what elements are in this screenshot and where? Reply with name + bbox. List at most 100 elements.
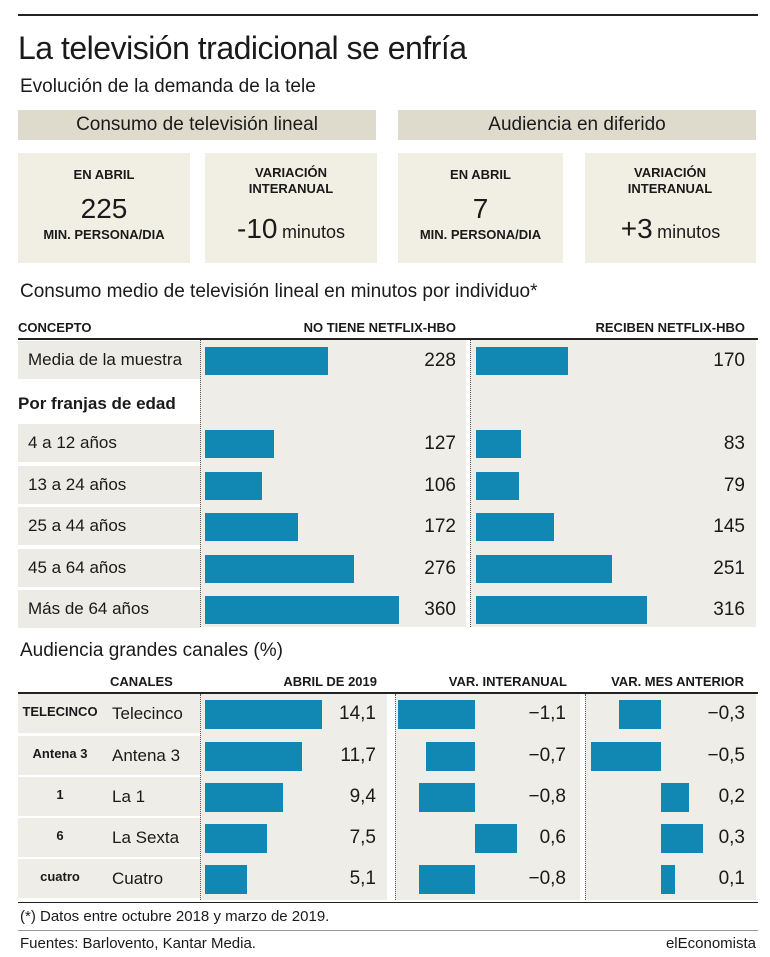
bar bbox=[205, 596, 399, 624]
bar bbox=[661, 865, 675, 894]
chart2-col-c: VAR. MES ANTERIOR bbox=[611, 674, 744, 689]
bar bbox=[205, 430, 274, 458]
data-label: −0,3 bbox=[707, 703, 745, 724]
card-value: +3 bbox=[620, 213, 653, 244]
bar bbox=[205, 700, 322, 729]
category-label: Media de la muestra bbox=[18, 341, 200, 379]
card-deferred-april: EN ABRIL 7 MIN. PERSONA/DIA bbox=[398, 153, 563, 263]
bar bbox=[205, 783, 283, 812]
data-label: 360 bbox=[424, 599, 456, 620]
data-label: −0,8 bbox=[528, 868, 566, 889]
card-unit: MIN. PERSONA/DIA bbox=[419, 227, 542, 242]
page-title: La televisión tradicional se enfría bbox=[18, 30, 467, 66]
data-label: 83 bbox=[723, 433, 745, 454]
card-linear-april: EN ABRIL 225 MIN. PERSONA/DIA bbox=[18, 153, 190, 263]
data-label: 11,7 bbox=[340, 745, 376, 766]
bar bbox=[476, 596, 647, 624]
data-label: 9,4 bbox=[349, 786, 376, 807]
data-label: 0,1 bbox=[718, 868, 745, 889]
bar bbox=[205, 472, 262, 500]
data-label: 106 bbox=[424, 475, 456, 496]
card-unit: MIN. PERSONA/DIA bbox=[43, 227, 165, 242]
card-label: VARIACIÓN INTERANUAL bbox=[627, 165, 713, 196]
chart1-col-b: RECIBEN NETFLIX-HBO bbox=[595, 320, 746, 335]
data-label: 5,1 bbox=[349, 868, 376, 889]
bar bbox=[476, 513, 554, 541]
channel-name: Cuatro bbox=[112, 869, 164, 888]
bar bbox=[476, 472, 519, 500]
chart2-col-channels: CANALES bbox=[110, 674, 173, 689]
chart2-header-rule bbox=[18, 692, 758, 694]
card-value: -10 bbox=[237, 213, 278, 244]
chart2-col-b: VAR. INTERANUAL bbox=[448, 674, 567, 689]
category-label: 45 a 64 años bbox=[18, 549, 200, 587]
chart1-title: Consumo medio de televisión lineal en mi… bbox=[20, 281, 538, 302]
footnote: (*) Datos entre octubre 2018 y marzo de … bbox=[20, 908, 330, 925]
data-label: 170 bbox=[713, 350, 745, 371]
data-label: 0,3 bbox=[718, 827, 745, 848]
chart1-header-rule bbox=[18, 338, 758, 340]
bar bbox=[475, 824, 517, 853]
channel-name: Antena 3 bbox=[112, 746, 181, 765]
bar bbox=[476, 555, 612, 583]
category-label: 13 a 24 años bbox=[18, 466, 200, 504]
chart1-col-a: NO TIENE NETFLIX-HBO bbox=[303, 320, 456, 335]
footer-rule bbox=[18, 902, 758, 903]
channel-name: La Sexta bbox=[112, 828, 180, 847]
category-label: Más de 64 años bbox=[18, 590, 200, 628]
card-label: EN ABRIL bbox=[450, 167, 511, 182]
bar bbox=[419, 783, 475, 812]
bar bbox=[476, 430, 521, 458]
bar bbox=[476, 347, 568, 375]
chart2-col-a: ABRIL DE 2019 bbox=[283, 674, 377, 689]
bar bbox=[591, 742, 661, 771]
card-deferred-variation: VARIACIÓN INTERANUAL +3 minutos bbox=[585, 153, 756, 263]
channel-name: Telecinco bbox=[112, 704, 183, 723]
bar bbox=[426, 742, 475, 771]
data-label: −0,8 bbox=[528, 786, 566, 807]
data-label: −0,5 bbox=[707, 745, 745, 766]
bar bbox=[205, 742, 302, 771]
channel-row-band bbox=[18, 694, 200, 733]
channel-name: La 1 bbox=[112, 787, 146, 806]
sources: Fuentes: Barlovento, Kantar Media. bbox=[20, 935, 256, 952]
channel-row-band bbox=[18, 859, 200, 898]
data-label: 127 bbox=[424, 433, 456, 454]
data-label: 172 bbox=[424, 516, 456, 537]
page-subtitle: Evolución de la demanda de la tele bbox=[20, 76, 316, 97]
chart2-title: Audiencia grandes canales (%) bbox=[20, 640, 283, 661]
chart1-group-label: Por franjas de edad bbox=[18, 394, 176, 413]
data-label: 7,5 bbox=[349, 827, 376, 848]
chart1-col-concept: CONCEPTO bbox=[18, 320, 92, 335]
section-deferred-header: Audiencia en diferido bbox=[398, 110, 756, 140]
data-label: 276 bbox=[424, 558, 456, 579]
bar bbox=[398, 700, 475, 729]
bar bbox=[419, 865, 475, 894]
channel-logo: Antena 3 bbox=[32, 746, 88, 761]
card-value: 225 bbox=[80, 193, 128, 224]
channel-row-band bbox=[18, 777, 200, 816]
bar bbox=[205, 865, 247, 894]
card-label: EN ABRIL bbox=[73, 167, 135, 182]
channel-logo: TELECINCO bbox=[22, 704, 98, 719]
channel-row-band bbox=[18, 818, 200, 857]
section-linear-header: Consumo de televisión lineal bbox=[18, 110, 376, 140]
data-label: 316 bbox=[713, 599, 745, 620]
category-label: 4 a 12 años bbox=[18, 424, 200, 462]
sources-rule bbox=[18, 930, 758, 931]
data-label: 251 bbox=[713, 558, 745, 579]
card-value: 7 bbox=[472, 193, 489, 224]
bar bbox=[205, 513, 298, 541]
channel-row-band bbox=[18, 736, 200, 775]
category-label: 25 a 44 años bbox=[18, 507, 200, 545]
data-label: 228 bbox=[424, 350, 456, 371]
bar bbox=[205, 824, 267, 853]
data-label: 145 bbox=[713, 516, 745, 537]
card-unit: minutos bbox=[281, 222, 345, 242]
card-label: VARIACIÓN INTERANUAL bbox=[248, 165, 334, 196]
channel-logo: cuatro bbox=[40, 869, 80, 884]
data-label: −0,7 bbox=[528, 745, 566, 766]
data-label: 79 bbox=[723, 475, 745, 496]
top-rule bbox=[18, 14, 758, 16]
brand-logo: elEconomista bbox=[665, 935, 756, 952]
